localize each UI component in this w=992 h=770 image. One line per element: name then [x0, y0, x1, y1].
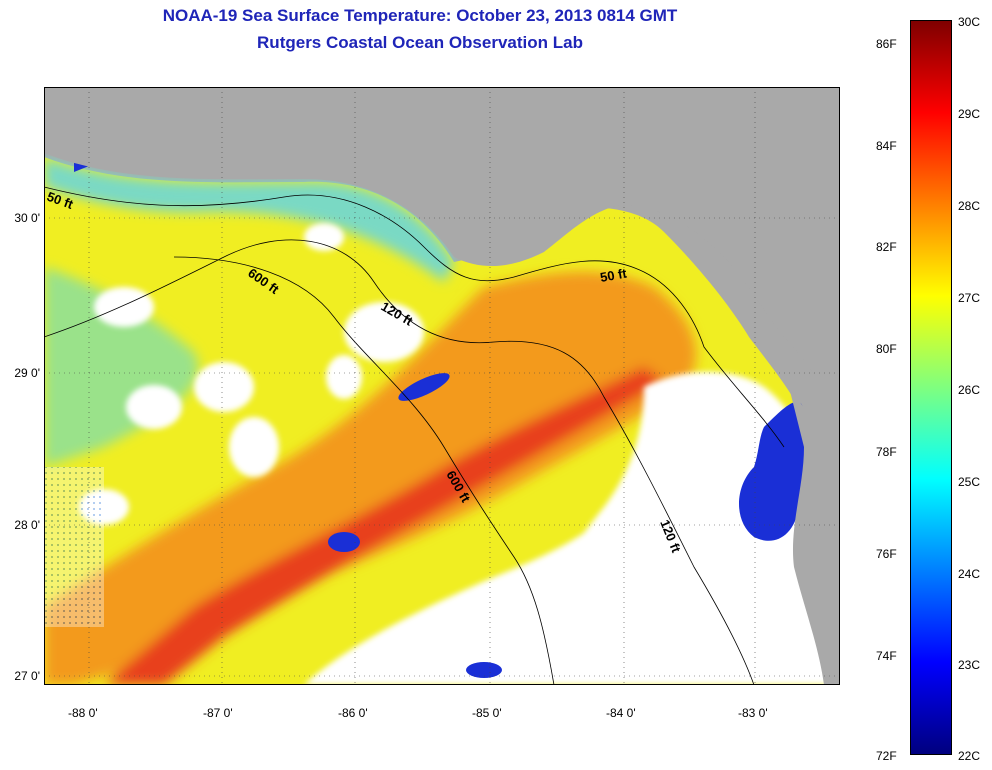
cold-patch-bigbend [739, 401, 807, 541]
colorbar-c-label: 24C [958, 567, 981, 581]
land-peninsula [789, 387, 840, 685]
contour-600ft [173, 256, 555, 685]
colorbar-c-label: 30C [958, 15, 981, 29]
colorbar-f-label: 72F [876, 749, 897, 763]
map-frame [44, 87, 840, 685]
cloud-west-5 [229, 417, 279, 477]
cold-patch-shelf [398, 373, 450, 401]
colorbar-f-label: 74F [876, 649, 897, 663]
colorbar-c-label: 28C [958, 199, 981, 213]
colorbar-f-label: 86F [876, 37, 897, 51]
colorbar-c-label: 26C [958, 383, 981, 397]
cold-patch-sw [328, 532, 360, 552]
cloud-central [344, 302, 424, 362]
speckle-west [44, 467, 104, 627]
colorbar-f-label: 82F [876, 240, 897, 254]
colorbar-c-label: 25C [958, 475, 981, 489]
cool-offshore-band [44, 267, 199, 467]
cold-patch-south [466, 662, 502, 678]
lon-label: -85 0' [472, 706, 502, 720]
colorbar-c-label: 22C [958, 749, 981, 763]
cloud-west-1 [94, 287, 154, 327]
lon-label: -88 0' [68, 706, 98, 720]
cloud-mid-1 [304, 223, 344, 251]
contour-50ft [44, 186, 785, 448]
colorbar-c-label: 29C [958, 107, 981, 121]
colorbar-f-label: 84F [876, 139, 897, 153]
contour-120ft [44, 239, 755, 685]
temperature-colorbar [910, 20, 952, 755]
contour-label: 50 ft [599, 265, 629, 285]
hot-core-band [104, 367, 664, 685]
lat-label: 28 0' [14, 518, 40, 532]
colorbar-f-label: 80F [876, 342, 897, 356]
lon-label: -83 0' [738, 706, 768, 720]
sst-map[interactable]: 50 ft 600 ft 120 ft 50 ft 600 ft 120 ft [44, 87, 840, 685]
colorbar-c-label: 27C [958, 291, 981, 305]
lon-label: -86 0' [338, 706, 368, 720]
map-subtitle: Rutgers Coastal Ocean Observation Lab [257, 33, 583, 52]
cloud-mid-2 [326, 355, 362, 399]
colorbar-c-label: 23C [958, 658, 981, 672]
warm-shelf-band [44, 271, 697, 685]
lon-label: -84 0' [606, 706, 636, 720]
land-north [44, 87, 840, 417]
lon-label: -87 0' [203, 706, 233, 720]
lat-label: 29 0' [14, 366, 40, 380]
colorbar-f-label: 76F [876, 547, 897, 561]
lat-label: 27 0' [14, 669, 40, 683]
map-title: NOAA-19 Sea Surface Temperature: October… [162, 6, 678, 25]
cloud-west-2 [126, 385, 182, 429]
cool-coastal-band [44, 157, 454, 282]
cloud-west-3 [194, 362, 254, 412]
colorbar-f-label: 78F [876, 445, 897, 459]
lat-label: 30 0' [14, 211, 40, 225]
cloud-south [304, 517, 624, 685]
